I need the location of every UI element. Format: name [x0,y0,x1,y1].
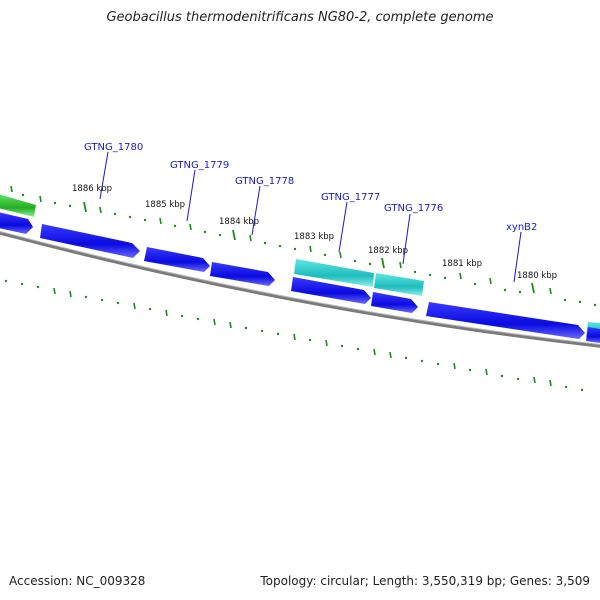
gene-labels: GTNG_1780 GTNG_1779 GTNG_1778 GTNG_1777 … [84,142,537,283]
inner-tick-track [4,279,584,392]
outer-tick-track [10,185,597,307]
gene-label[interactable]: GTNG_1776 [384,203,443,214]
gene-arrow[interactable] [0,212,33,234]
tick-label: 1886 kbp [72,184,112,194]
gene-arrow[interactable] [426,302,585,339]
tick-label: 1881 kbp [442,259,482,269]
genome-backbone [0,231,600,348]
tick-label: 1884 kbp [219,217,259,227]
leader-line [99,151,109,200]
gene-arrow[interactable] [371,292,418,313]
gene-label[interactable]: GTNG_1779 [170,160,229,171]
leader-line [338,201,348,253]
gene-label[interactable]: GTNG_1777 [321,192,380,203]
tick-label: 1880 kbp [517,271,557,281]
gene-label[interactable]: GTNG_1778 [235,176,294,187]
tick-labels: 1886 kbp 1885 kbp 1884 kbp 1883 kbp 1882… [72,184,557,281]
gene-label[interactable]: GTNG_1780 [84,142,143,153]
tick-label: 1883 kbp [294,232,334,242]
leader-line [186,169,196,222]
gene-arrow[interactable] [586,327,600,343]
gene-arrow[interactable] [291,277,371,304]
gene-arrow[interactable] [144,247,210,272]
tick-label: 1882 kbp [368,246,408,256]
genome-summary: Topology: circular; Length: 3,550,319 bp… [260,574,590,588]
gene-features [0,194,600,343]
gene-arrow[interactable] [40,224,140,258]
genome-backbone-highlight [0,231,600,345]
gene-arrow-green[interactable] [0,194,36,217]
tick-label: 1885 kbp [145,200,185,210]
gene-arrow-cyan[interactable] [294,259,374,287]
leader-line [513,231,522,283]
leader-line [251,185,261,236]
gene-arrow-cyan[interactable] [374,273,424,296]
gene-arrow[interactable] [210,262,275,286]
leader-line [402,213,411,265]
accession-text: Accession: NC_009328 [9,574,146,588]
map-title: Geobacillus thermodenitrificans NG80-2, … [106,10,494,25]
gene-label[interactable]: xynB2 [506,222,537,233]
